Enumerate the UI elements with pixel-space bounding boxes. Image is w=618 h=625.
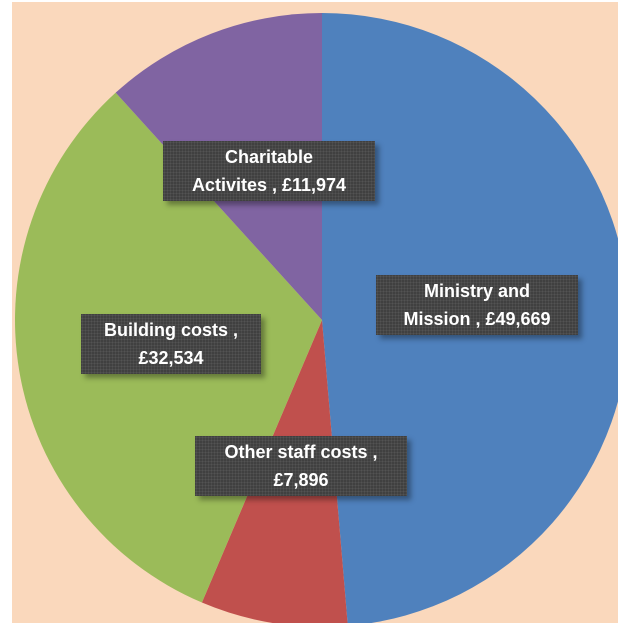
data-label-ministry-and-mission: Ministry and Mission , £49,669 — [376, 275, 578, 335]
data-label-building-costs: Building costs , £32,534 — [81, 314, 261, 374]
data-label-other-staff-costs: Other staff costs , £7,896 — [195, 436, 407, 496]
chart-area: Ministry and Mission , £49,669 Other sta… — [12, 2, 618, 623]
data-label-charitable-activites: Charitable Activites , £11,974 — [163, 141, 375, 201]
